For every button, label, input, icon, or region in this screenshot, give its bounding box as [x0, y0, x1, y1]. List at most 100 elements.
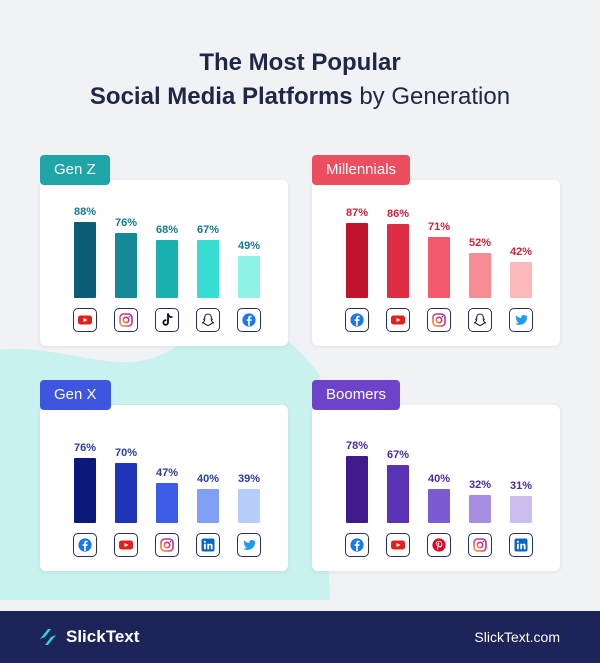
site-link[interactable]: SlickText.com [474, 629, 560, 645]
data-label-instagram: 71% [427, 221, 451, 233]
bar-twitter [510, 262, 532, 298]
data-label-instagram: 47% [155, 467, 179, 479]
data-label-twitter: 42% [509, 246, 533, 258]
bar-column-pinterest: 40% [420, 405, 458, 571]
youtube-icon [114, 533, 138, 557]
facebook-icon [237, 308, 261, 332]
bar-column-facebook: 49% [230, 180, 268, 346]
brand-logo[interactable]: SlickText [36, 625, 139, 649]
bar-instagram [428, 237, 450, 298]
tiktok-icon [155, 308, 179, 332]
data-label-instagram: 76% [114, 217, 138, 229]
slicktext-logo-icon [40, 629, 56, 645]
footer: SlickText SlickText.com [0, 611, 600, 663]
twitter-icon [237, 533, 261, 557]
bar-linkedin [197, 489, 219, 523]
bars-millennials: 87% 86% 71% 52% 42% [312, 180, 560, 346]
data-label-snapchat: 52% [468, 237, 492, 249]
bar-tiktok [156, 240, 178, 298]
bar-column-youtube: 70% [107, 405, 145, 571]
snapchat-icon [468, 308, 492, 332]
chart-title-millennials: Millennials [312, 155, 411, 185]
bar-column-linkedin: 40% [189, 405, 227, 571]
bar-column-tiktok: 68% [148, 180, 186, 346]
chart-card-gen-x: 76% 70% 47% 40% 39% [40, 405, 288, 571]
chart-title-gen-z: Gen Z [40, 155, 110, 185]
data-label-pinterest: 40% [427, 473, 451, 485]
bar-youtube [387, 465, 409, 523]
bar-pinterest [428, 489, 450, 523]
chart-card-millennials: 87% 86% 71% 52% 42% [312, 180, 560, 346]
bar-instagram [115, 233, 137, 298]
chart-title-boomers: Boomers [312, 380, 401, 410]
bar-column-instagram: 76% [107, 180, 145, 346]
twitter-icon [509, 308, 533, 332]
pinterest-icon [427, 533, 451, 557]
facebook-icon [73, 533, 97, 557]
bar-column-instagram: 47% [148, 405, 186, 571]
bar-column-twitter: 42% [502, 180, 540, 346]
title-line-2-rest: by Generation [352, 83, 511, 110]
title-line-1: The Most Popular [199, 49, 401, 76]
bar-column-facebook: 78% [338, 405, 376, 571]
bar-instagram [156, 483, 178, 523]
instagram-icon [468, 533, 492, 557]
facebook-icon [345, 308, 369, 332]
bar-linkedin [510, 496, 532, 523]
bar-instagram [469, 495, 491, 523]
chart-card-boomers: 78% 67% 40% 32% 31% [312, 405, 560, 571]
bar-column-linkedin: 31% [502, 405, 540, 571]
data-label-linkedin: 31% [509, 480, 533, 492]
bar-column-twitter: 39% [230, 405, 268, 571]
data-label-youtube: 70% [114, 447, 138, 459]
data-label-linkedin: 40% [196, 473, 220, 485]
bar-column-facebook: 76% [66, 405, 104, 571]
data-label-facebook: 87% [345, 207, 369, 219]
youtube-icon [386, 533, 410, 557]
bar-facebook [346, 223, 368, 298]
bar-twitter [238, 489, 260, 523]
bars-gen-x: 76% 70% 47% 40% 39% [40, 405, 288, 571]
bar-facebook [74, 458, 96, 523]
title-line-2: Social Media Platforms by Generation [0, 80, 600, 114]
bar-column-youtube: 67% [379, 405, 417, 571]
bar-snapchat [469, 253, 491, 298]
page-title: The Most Popular Social Media Platforms … [0, 46, 600, 114]
bar-column-snapchat: 52% [461, 180, 499, 346]
instagram-icon [114, 308, 138, 332]
bar-column-instagram: 71% [420, 180, 458, 346]
chart-title-gen-x: Gen X [40, 380, 111, 410]
snapchat-icon [196, 308, 220, 332]
instagram-icon [427, 308, 451, 332]
linkedin-icon [196, 533, 220, 557]
data-label-snapchat: 67% [196, 224, 220, 236]
youtube-icon [386, 308, 410, 332]
bars-gen-z: 88% 76% 68% 67% 49% [40, 180, 288, 346]
instagram-icon [155, 533, 179, 557]
bar-column-facebook: 87% [338, 180, 376, 346]
data-label-youtube: 86% [386, 208, 410, 220]
brand-name: SlickText [66, 627, 140, 646]
youtube-icon [73, 308, 97, 332]
bar-column-youtube: 86% [379, 180, 417, 346]
facebook-icon [345, 533, 369, 557]
bar-facebook [346, 456, 368, 523]
bar-column-instagram: 32% [461, 405, 499, 571]
data-label-facebook: 76% [73, 442, 97, 454]
bar-youtube [74, 222, 96, 298]
data-label-instagram: 32% [468, 479, 492, 491]
bar-column-youtube: 88% [66, 180, 104, 346]
title-line-2-bold: Social Media Platforms [89, 83, 353, 110]
bar-snapchat [197, 240, 219, 298]
bar-column-snapchat: 67% [189, 180, 227, 346]
data-label-facebook: 78% [345, 440, 369, 452]
data-label-youtube: 67% [386, 449, 410, 461]
chart-card-gen-z: 88% 76% 68% 67% 49% [40, 180, 288, 346]
linkedin-icon [509, 533, 533, 557]
data-label-youtube: 88% [73, 206, 97, 218]
bar-facebook [238, 256, 260, 298]
data-label-twitter: 39% [237, 473, 261, 485]
data-label-facebook: 49% [237, 240, 261, 252]
bars-boomers: 78% 67% 40% 32% 31% [312, 405, 560, 571]
bar-youtube [115, 463, 137, 523]
